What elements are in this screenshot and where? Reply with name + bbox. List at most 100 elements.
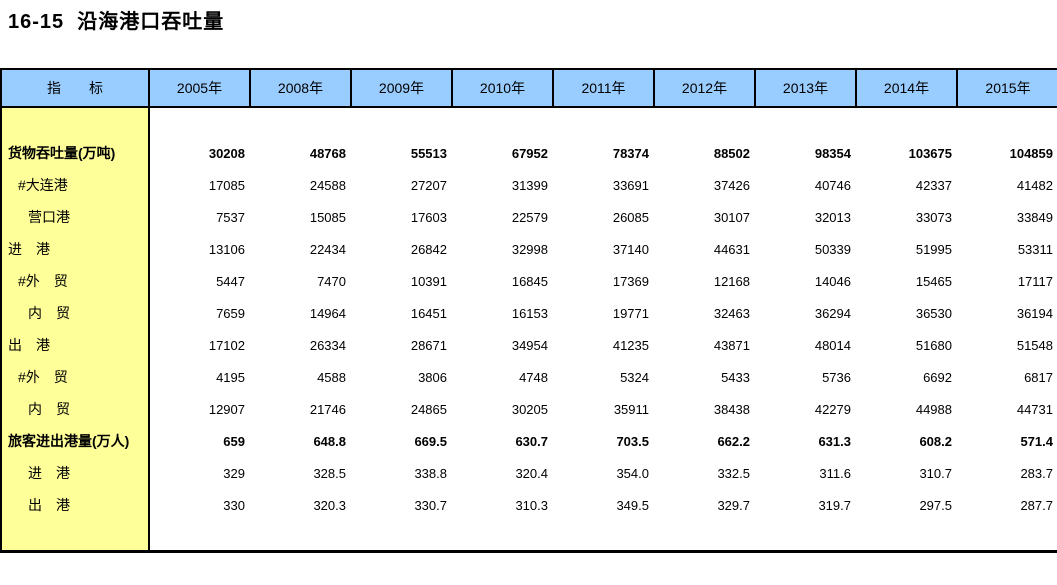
cell-value: 13106 [208,241,245,257]
cell-value: 320.4 [515,465,548,481]
cell-value: 24865 [410,401,447,417]
cell-value: 42279 [814,401,851,417]
cell-value: 320.3 [313,497,346,513]
cell-value: 36194 [1016,305,1053,321]
cell-value: 12907 [208,401,245,417]
cell-value: 328.5 [313,465,346,481]
column-header-year: 2014年 [855,68,957,108]
cell-value: 4195 [216,369,245,385]
cell-value: 26334 [309,337,346,353]
row-label: #外 贸 [0,361,150,393]
cell-value: 50339 [814,241,851,257]
cell-value: 26842 [410,241,447,257]
column-header-year: 2015年 [956,68,1057,108]
column-header-indicator: 指 标 [0,68,149,108]
cell-value: 103675 [908,145,952,161]
cell-value: 38438 [713,401,750,417]
cell-value: 354.0 [616,465,649,481]
cell-value: 310.7 [919,465,952,481]
cell-value: 48768 [309,145,346,161]
row-label: 出 港 [0,329,150,361]
cell-value: 7537 [216,209,245,225]
cell-value: 4588 [317,369,346,385]
cell-value: 311.6 [819,465,851,481]
spacer-row [0,107,1057,137]
stub-spacer-cell [0,521,150,553]
page-title: 16-15 沿海港口吞吐量 [8,11,225,33]
cell-value: 630.7 [515,433,548,449]
column-header-year: 2005年 [148,68,250,108]
cell-value: 35911 [613,401,649,417]
cell-value: 44631 [713,241,750,257]
row-label: 营口港 [0,201,150,233]
row-label: 出 港 [0,489,150,521]
cell-value: 78374 [612,145,649,161]
table-row: 营口港 7537 15085 17603 22579 26085 30107 32013 330… [0,201,1057,233]
cell-value: 17102 [208,337,245,353]
column-header-year: 2009年 [350,68,452,108]
data-spacer-cell [149,521,1057,553]
cell-value: 51680 [915,337,952,353]
cell-value: 329.7 [717,497,750,513]
cell-value: 51995 [915,241,952,257]
cell-value: 32013 [814,209,851,225]
cell-value: 310.3 [515,497,548,513]
cell-value: 6817 [1024,369,1053,385]
row-label: #大连港 [0,169,150,201]
cell-value: 28671 [410,337,447,353]
cell-value: 24588 [309,177,346,193]
cell-value: 44731 [1016,401,1053,417]
row-label: 旅客进出港量(万人) [0,425,150,457]
cell-value: 17369 [612,273,649,289]
table-row: #外 贸 4195 4588 3806 4748 5324 5433 5736 6692 6817 [0,361,1057,393]
cell-value: 349.5 [616,497,649,513]
cell-value: 53311 [1017,241,1053,257]
table-row: 旅客进出港量(万人) 659 648.8 669.5 630.7 703.5 662.2 63… [0,425,1057,457]
table-row: 货物吞吐量(万吨) 30208 48768 55513 67952 78374 88502 9… [0,137,1057,169]
cell-value: 669.5 [414,433,447,449]
cell-value: 37140 [612,241,649,257]
cell-value: 42337 [915,177,952,193]
cell-value: 33073 [915,209,952,225]
cell-value: 662.2 [717,433,750,449]
cell-value: 5324 [620,369,649,385]
column-header-year: 2013年 [754,68,856,108]
cell-value: 48014 [814,337,851,353]
cell-value: 22434 [309,241,346,257]
table-row: 进 港 13106 22434 26842 32998 37140 44631 50339 51… [0,233,1057,265]
cell-value: 19771 [612,305,649,321]
row-label: 货物吞吐量(万吨) [0,137,150,169]
cell-value: 104859 [1009,145,1053,161]
cell-value: 15465 [915,273,952,289]
cell-value: 55513 [410,145,447,161]
cell-value: 33691 [612,177,649,193]
table-row: 内 贸 12907 21746 24865 30205 35911 38438 42279 44… [0,393,1057,425]
column-header-year: 2010年 [451,68,553,108]
data-spacer-cell [149,107,1057,137]
cell-value: 297.5 [919,497,952,513]
throughput-table: 指 标 2005年 2008年 2009年 2010年 2011年 2012年 2013年 2… [0,68,1057,553]
cell-value: 571.4 [1020,433,1053,449]
cell-value: 319.7 [818,497,851,513]
cell-value: 17085 [208,177,245,193]
cell-value: 283.7 [1020,465,1053,481]
row-label: #外 贸 [0,265,150,297]
cell-value: 14046 [814,273,851,289]
table-row: #大连港 17085 24588 27207 31399 33691 37426 40746 4… [0,169,1057,201]
cell-value: 26085 [612,209,649,225]
cell-value: 332.5 [717,465,750,481]
cell-value: 30107 [713,209,750,225]
cell-value: 16153 [511,305,548,321]
cell-value: 17603 [410,209,447,225]
cell-value: 30208 [208,145,245,161]
table-row: #外 贸 5447 7470 10391 16845 17369 12168 14046 154… [0,265,1057,297]
cell-value: 41235 [612,337,649,353]
column-header-year: 2008年 [249,68,351,108]
column-header-year: 2011年 [552,68,654,108]
cell-value: 12168 [713,273,750,289]
cell-value: 88502 [713,145,750,161]
cell-value: 16845 [511,273,548,289]
cell-value: 5736 [822,369,851,385]
header-row: 指 标 2005年 2008年 2009年 2010年 2011年 2012年 2013年 2… [0,68,1057,108]
cell-value: 44988 [915,401,952,417]
